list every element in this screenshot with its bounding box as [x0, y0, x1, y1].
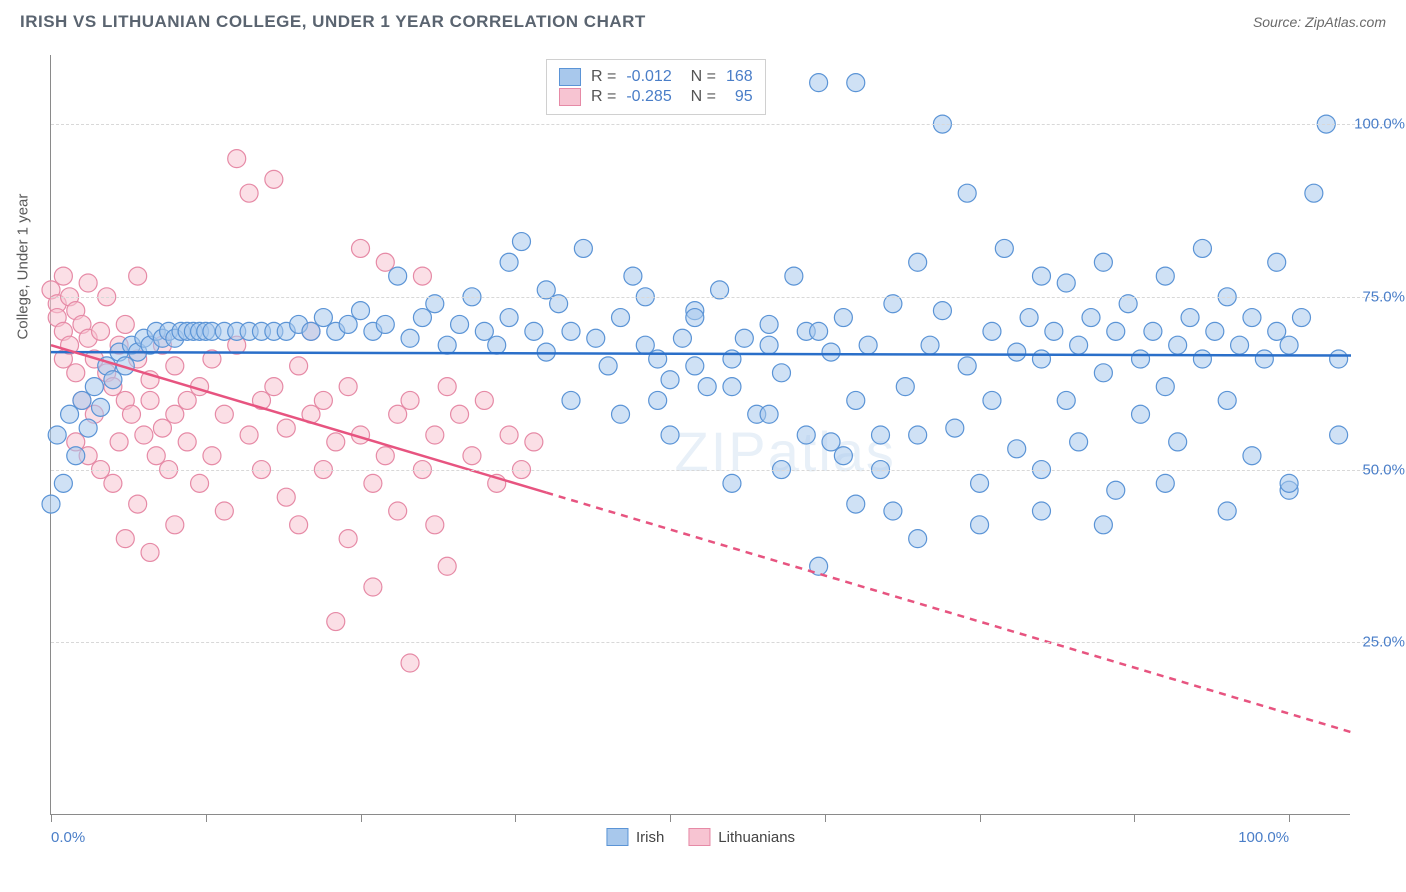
legend-item-irish: Irish [606, 828, 664, 846]
swatch-irish [559, 68, 581, 86]
x-tick-label: 100.0% [1238, 829, 1289, 846]
y-tick-label: 100.0% [1354, 116, 1405, 133]
stat-r-label: R = [591, 68, 616, 86]
source-label: Source: ZipAtlas.com [1253, 14, 1386, 30]
stat-r-label: R = [591, 88, 616, 106]
stat-n-label: N = [682, 88, 716, 106]
chart-title: IRISH VS LITHUANIAN COLLEGE, UNDER 1 YEA… [20, 12, 646, 32]
x-tick-label: 0.0% [51, 829, 85, 846]
stat-n-lith: 95 [726, 88, 753, 106]
stat-row-lith: R = -0.285 N = 95 [559, 88, 753, 106]
stat-n-label: N = [682, 68, 716, 86]
chart-plot-area: College, Under 1 year ZIPatlas R = -0.01… [50, 55, 1350, 815]
legend-label-lith: Lithuanians [718, 829, 795, 846]
stat-r-irish: -0.012 [626, 68, 671, 86]
series-legend: Irish Lithuanians [606, 828, 795, 846]
y-axis-label: College, Under 1 year [15, 194, 32, 340]
legend-label-irish: Irish [636, 829, 664, 846]
swatch-irish [606, 828, 628, 846]
y-tick-label: 25.0% [1362, 634, 1405, 651]
scatter-svg [51, 55, 1350, 814]
legend-item-lith: Lithuanians [688, 828, 795, 846]
y-tick-label: 75.0% [1362, 288, 1405, 305]
swatch-lith [559, 88, 581, 106]
y-tick-label: 50.0% [1362, 461, 1405, 478]
stat-r-lith: -0.285 [626, 88, 671, 106]
stat-n-irish: 168 [726, 68, 753, 86]
stat-row-irish: R = -0.012 N = 168 [559, 68, 753, 86]
stat-legend: R = -0.012 N = 168 R = -0.285 N = 95 [546, 59, 766, 115]
swatch-lith [688, 828, 710, 846]
